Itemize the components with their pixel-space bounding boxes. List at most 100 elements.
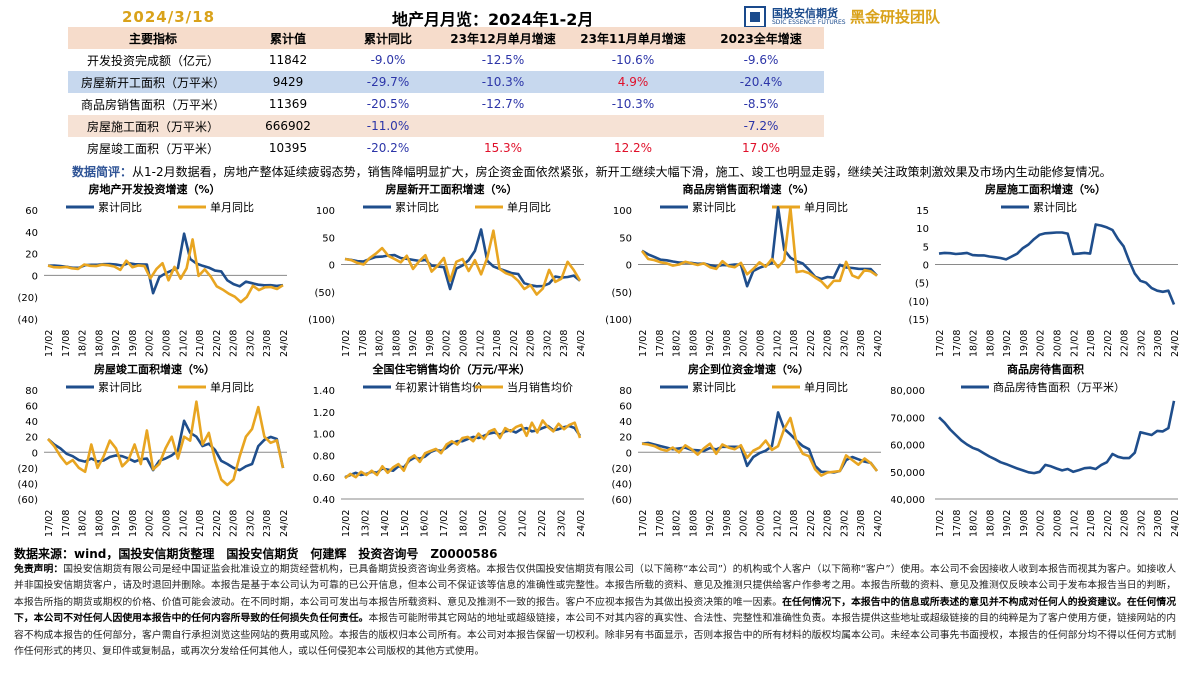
chart-completion-area: 房屋竣工面积增速（%） 累计同比 单月同比 80 60 40 20 0 (20) (40) (60)… (17, 362, 290, 537)
logo-mark-icon (744, 6, 766, 28)
x-tick-label: 17/02 (44, 510, 55, 537)
y-tick-label: 60,000 (891, 441, 925, 452)
x-tick-label: 20/02 (498, 510, 509, 537)
y-tick-label: 100 (613, 206, 632, 217)
legend-label: 累计同比 (692, 381, 736, 394)
legend-label: 单月同比 (210, 381, 254, 394)
x-tick-label: 19/08 (425, 330, 436, 357)
series-line-cumulative (344, 228, 581, 291)
x-tick-label: 20/08 (459, 330, 470, 357)
cell-dec (438, 115, 568, 137)
x-tick-label: 21/08 (1086, 330, 1097, 357)
legend-label: 累计同比 (1033, 201, 1077, 214)
col-header-indicator: 主要指标 (68, 27, 238, 49)
x-tick-label: 21/02 (475, 330, 486, 357)
x-tick-label: 20/02 (739, 330, 750, 357)
cell-yoy: -20.2% (366, 141, 410, 155)
x-tick-label: 22/08 (1120, 510, 1131, 537)
x-tick-label: 17/02 (44, 330, 55, 357)
y-tick-label: 0 (32, 448, 38, 459)
y-tick-label: 60 (25, 206, 38, 217)
x-tick-label: 24/02 (279, 510, 290, 537)
y-tick-label: (100) (605, 315, 632, 326)
x-tick-label: 18/02 (672, 510, 683, 537)
cell-indicator: 房屋新开工面积（万平米） (68, 71, 238, 93)
cell-nov: -10.3% (611, 97, 655, 111)
x-tick-label: 12/02 (341, 510, 352, 537)
y-tick-label: (15) (908, 315, 929, 326)
x-tick-label: 23/02 (839, 330, 850, 357)
disclaimer-p1: 国投安信期货有限公司是经中国证监会批准设立的期货经营机构，已具备期货投资咨询业务… (14, 564, 1177, 608)
y-tick-label: 10 (916, 224, 929, 235)
x-tick-label: 21/02 (1069, 330, 1080, 357)
disclaimer: 免责声明：国投安信期货有限公司是经中国证监会批准设立的期货经营机构，已具备期货投… (14, 562, 1176, 660)
series-line-cumulative (938, 223, 1176, 305)
x-tick-label: 20/08 (1053, 510, 1064, 537)
y-tick-label: (100) (308, 315, 335, 326)
x-tick-label: 22/08 (823, 510, 834, 537)
legend-label: 单月同比 (210, 201, 254, 214)
x-tick-label: 17/08 (952, 330, 963, 357)
table-row: 开发投资完成额（亿元） 11842 -9.0% -12.5% -10.6% -9.6% (68, 49, 824, 71)
x-tick-label: 23/02 (245, 510, 256, 537)
x-tick-label: 21/02 (178, 510, 189, 537)
y-tick-label: 50 (322, 233, 335, 244)
y-tick-label: (50) (314, 288, 335, 299)
cell-value: 11369 (268, 97, 308, 111)
x-tick-label: 22/02 (509, 330, 520, 357)
x-tick-label: 20/02 (739, 510, 750, 537)
chart-sales-area: 商品房销售面积增速（%） 累计同比 单月同比 100 50 0 (50) (100) 17/02… (605, 182, 884, 357)
disclaimer-p3: 本报告可能附带其它网站的地址或超级链接，本公司不对其内容的真实性、合法性、完整性… (14, 613, 1177, 658)
col-header-yoy: 累计同比 (338, 27, 438, 49)
x-tick-label: 22/02 (212, 330, 223, 357)
y-tick-label: 1.40 (313, 386, 335, 397)
y-tick-label: (40) (611, 479, 632, 490)
x-tick-label: 19/08 (722, 330, 733, 357)
x-tick-label: 24/02 (873, 330, 884, 357)
y-tick-label: 40 (619, 417, 632, 428)
y-tick-label: 50 (619, 233, 632, 244)
x-tick-label: 24/02 (1170, 330, 1181, 357)
table-row: 房屋施工面积（万平米） 666902 -11.0% -7.2% (68, 115, 824, 137)
x-tick-label: 17/02 (439, 510, 450, 537)
data-comment: 数据简评：从1-2月数据看，房地产整体延续疲弱态势，销售降幅明显扩大，房企资金面… (72, 163, 1112, 180)
x-tick-label: 21/02 (178, 330, 189, 357)
legend-label: 累计同比 (692, 201, 736, 214)
y-tick-label: 1.20 (313, 408, 335, 419)
x-tick-label: 22/08 (229, 330, 240, 357)
x-tick-label: 17/08 (61, 510, 72, 537)
x-tick-label: 21/08 (789, 330, 800, 357)
x-tick-label: 19/02 (705, 330, 716, 357)
y-tick-label: 0 (626, 261, 632, 272)
col-header-nov: 23年11月单月增速 (568, 27, 698, 49)
series-line-monthly (344, 229, 582, 296)
series-line-monthly (640, 206, 878, 290)
cell-yoy: -29.7% (338, 71, 438, 93)
x-tick-label: 21/08 (195, 330, 206, 357)
x-tick-label: 22/08 (526, 330, 537, 357)
y-tick-label: (40) (17, 315, 38, 326)
y-tick-label: (20) (17, 464, 38, 475)
y-tick-label: 0 (32, 271, 38, 282)
cell-indicator: 开发投资完成额（亿元） (86, 53, 219, 68)
x-tick-label: 24/02 (873, 510, 884, 537)
cell-y2023: 17.0% (741, 141, 781, 155)
x-tick-label: 23/08 (262, 510, 273, 537)
y-tick-label: 60 (619, 402, 632, 413)
x-tick-label: 17/02 (638, 510, 649, 537)
x-tick-label: 19/02 (1002, 330, 1013, 357)
chart-funds: 房企到位资金增速（%） 累计同比 单月同比 80 60 40 20 0 (20) (40) (60)… (611, 362, 884, 537)
y-tick-label: 0 (923, 261, 929, 272)
cell-value: 10395 (268, 141, 308, 155)
cell-yoy: -9.0% (370, 53, 406, 67)
x-tick-label: 17/02 (935, 330, 946, 357)
y-tick-label: 20 (619, 433, 632, 444)
series-line-monthly (47, 400, 285, 487)
x-tick-label: 23/08 (856, 510, 867, 537)
x-tick-label: 23/02 (245, 330, 256, 357)
x-tick-label: 18/02 (969, 330, 980, 357)
x-tick-label: 23/08 (262, 330, 273, 357)
y-tick-label: 40,000 (891, 495, 925, 506)
x-tick-label: 19/02 (408, 330, 419, 357)
cell-dec: -10.3% (438, 71, 568, 93)
